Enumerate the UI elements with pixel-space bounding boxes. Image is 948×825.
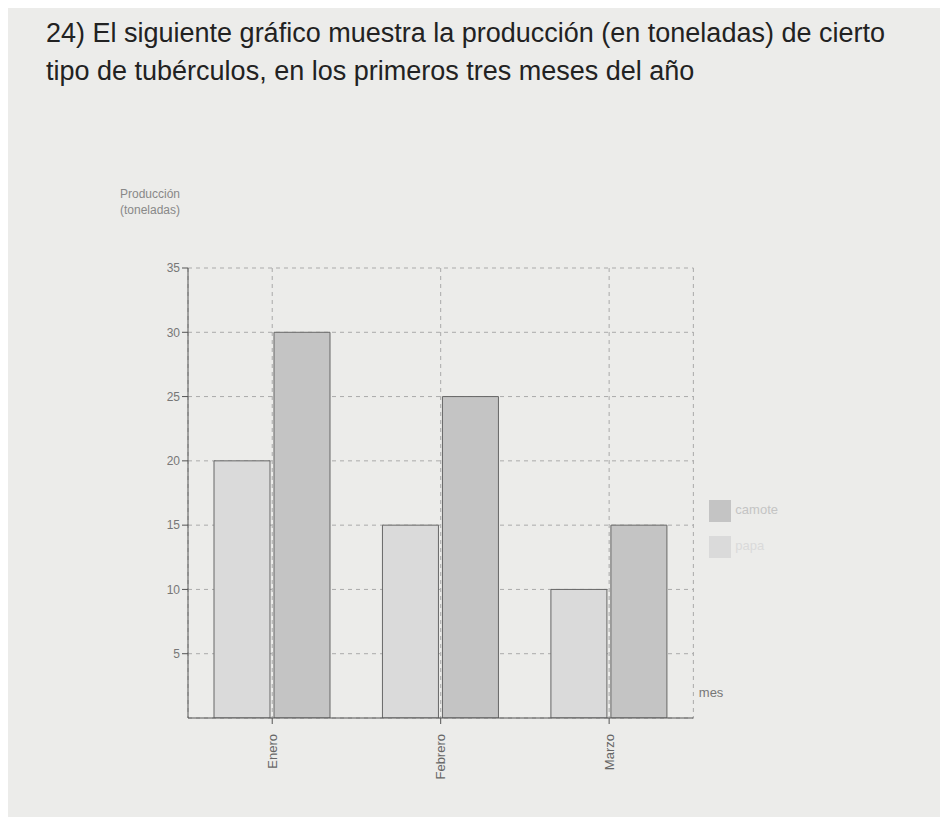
svg-text:Febrero: Febrero xyxy=(433,734,448,780)
svg-text:10: 10 xyxy=(167,583,181,597)
svg-text:20: 20 xyxy=(167,454,181,468)
svg-text:Marzo: Marzo xyxy=(602,734,617,770)
html-text:camote: camote xyxy=(735,502,778,517)
html-text:papa: papa xyxy=(735,538,765,553)
html-text:Producción (toneladas): Producción (toneladas) xyxy=(120,187,180,217)
html-text:24) El siguiente gráfico muest: 24) El siguiente gráfico muestra la prod… xyxy=(46,18,885,86)
svg-text:mes: mes xyxy=(699,685,724,700)
svg-text:25: 25 xyxy=(167,390,181,404)
svg-text:30: 30 xyxy=(167,326,181,340)
svg-text:5: 5 xyxy=(173,647,180,661)
svg-text:35: 35 xyxy=(167,261,181,275)
svg-text:Enero: Enero xyxy=(265,734,280,769)
svg-text:15: 15 xyxy=(167,518,181,532)
